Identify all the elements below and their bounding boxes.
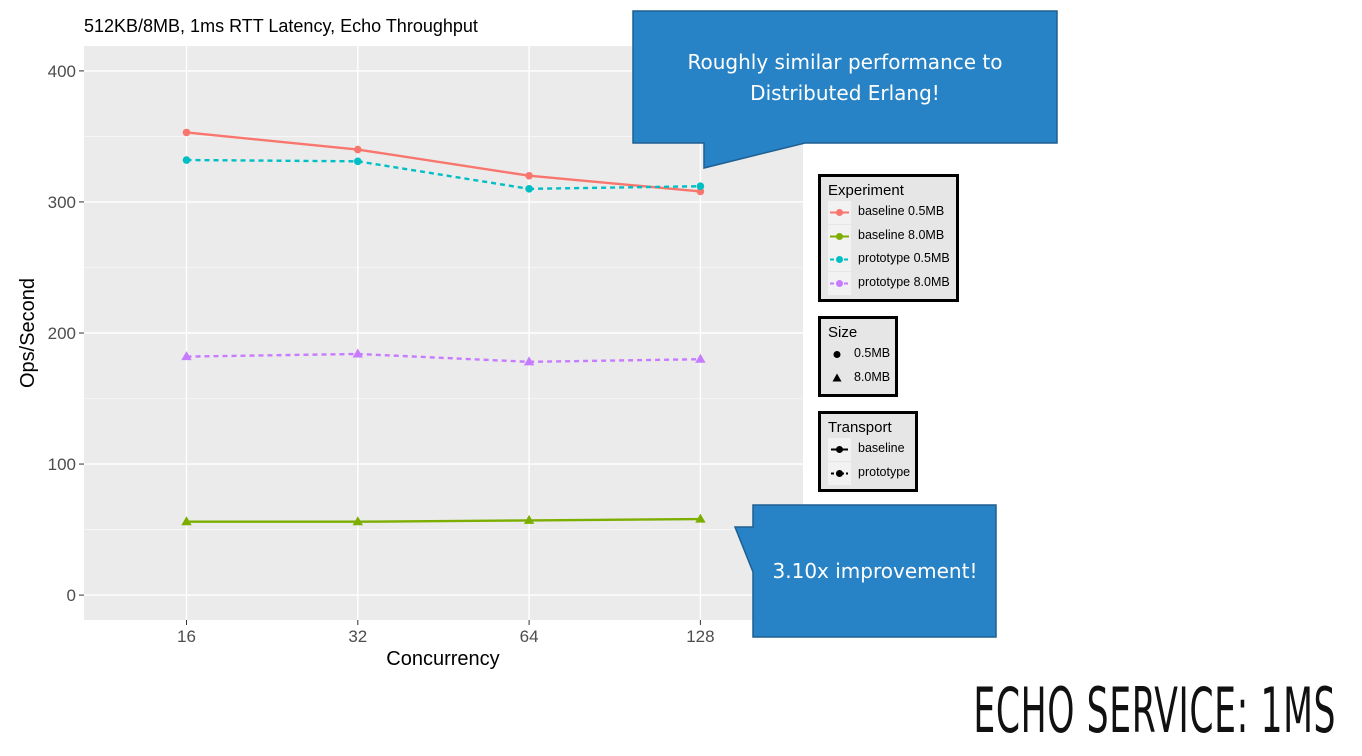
x-tick-label: 64 [520, 627, 539, 646]
x-axis: 16 32 64 128 [177, 620, 715, 646]
legend-key-baseline-05 [828, 201, 851, 224]
data-point [523, 356, 535, 366]
legend-transport-title: Transport [828, 419, 892, 436]
minor-gridlines [84, 136, 803, 530]
series-line-segment [529, 517, 701, 522]
legend-key-circle [833, 351, 841, 358]
legend-label: prototype [858, 464, 911, 479]
series-line-segment [528, 174, 701, 193]
callout-bottom-shape [733, 504, 997, 638]
legend-item: prototype [821, 460, 915, 485]
legend-experiment: Experiment baseline 0.5MB baseline 8.0MB… [818, 174, 959, 302]
series-baseline-8-0mb [181, 513, 706, 526]
legend-key-solid-line [828, 438, 851, 461]
legend-item: baseline [821, 436, 915, 461]
legend-label: 0.5MB [854, 346, 891, 360]
data-point [181, 516, 192, 526]
data-point [181, 351, 192, 361]
y-tick-label: 100 [48, 455, 76, 474]
legend-item: 0.5MB [821, 341, 895, 365]
series-line-segment [186, 131, 358, 151]
data-point [525, 171, 533, 180]
data-point [352, 516, 363, 526]
legend-transport: Transport baseline prototype [818, 411, 918, 492]
legend-label: baseline 0.5MB [858, 204, 945, 218]
series-line-segment [186, 158, 358, 163]
legend-experiment-title: Experiment [828, 182, 904, 199]
y-axis: 0 100 200 300 400 [48, 62, 84, 605]
legend-key-prototype-05 [828, 248, 851, 271]
x-axis-label: Concurrency [386, 648, 499, 670]
series-line-segment [186, 352, 358, 358]
y-tick-label: 400 [48, 62, 76, 81]
legend-key-prototype-80 [828, 271, 851, 295]
legend-key-dashed-line [828, 461, 851, 485]
series-line-segment [357, 352, 530, 364]
legend-size: Size 0.5MB 8.0MB [818, 316, 898, 397]
series-prototype-0-5mb [182, 156, 705, 193]
legend-label: 8.0MB [854, 369, 891, 384]
legend-label: baseline [858, 441, 905, 455]
slide-title: ECHO SERVICE: 1MS [973, 674, 1336, 747]
series-line-segment [529, 185, 701, 191]
series-line-segment [357, 519, 530, 523]
callout-top-text: Roughly similar performance to Distribut… [687, 50, 1003, 105]
y-tick-label: 300 [48, 193, 76, 212]
legend-label: prototype 0.5MB [858, 251, 950, 265]
series-baseline-0-5mb [182, 128, 705, 196]
y-tick-label: 200 [48, 324, 76, 343]
data-point [352, 348, 363, 358]
series-line-segment [357, 160, 530, 191]
data-point [695, 353, 706, 363]
x-tick-label: 128 [686, 627, 714, 646]
legend-item: baseline 8.0MB [821, 223, 956, 248]
data-point [696, 187, 705, 196]
chart-title: 512KB/8MB, 1ms RTT Latency, Echo Through… [84, 16, 478, 36]
y-tick-label: 0 [67, 586, 76, 605]
data-point [525, 185, 533, 193]
data-point [182, 128, 191, 137]
y-axis-label: Ops/Second [17, 278, 39, 388]
series-prototype-8-0mb [181, 348, 706, 366]
legend-item: 8.0MB [821, 365, 895, 389]
callout-top-shape [632, 10, 1058, 169]
callout-bottom-text: 3.10x improvement! [772, 559, 978, 583]
legend-item: baseline 0.5MB [821, 199, 956, 224]
x-tick-label: 16 [177, 627, 196, 646]
data-point [696, 182, 705, 191]
legend-key-triangle [832, 373, 842, 381]
data-point [695, 513, 706, 523]
x-tick-label: 32 [348, 627, 367, 646]
legend-label: baseline 8.0MB [858, 227, 945, 242]
data-point [182, 156, 191, 164]
data-point [523, 514, 535, 524]
series-line-segment [529, 358, 701, 364]
data-point [354, 145, 362, 154]
legend-size-title: Size [828, 324, 858, 341]
legend-label: prototype 8.0MB [858, 274, 950, 289]
legend-item: prototype 8.0MB [821, 270, 956, 295]
series-layer [181, 128, 706, 526]
series-line-segment [357, 148, 530, 177]
data-point [354, 157, 362, 166]
legend-item: prototype 0.5MB [821, 246, 956, 271]
legend-key-baseline-80 [828, 224, 851, 248]
